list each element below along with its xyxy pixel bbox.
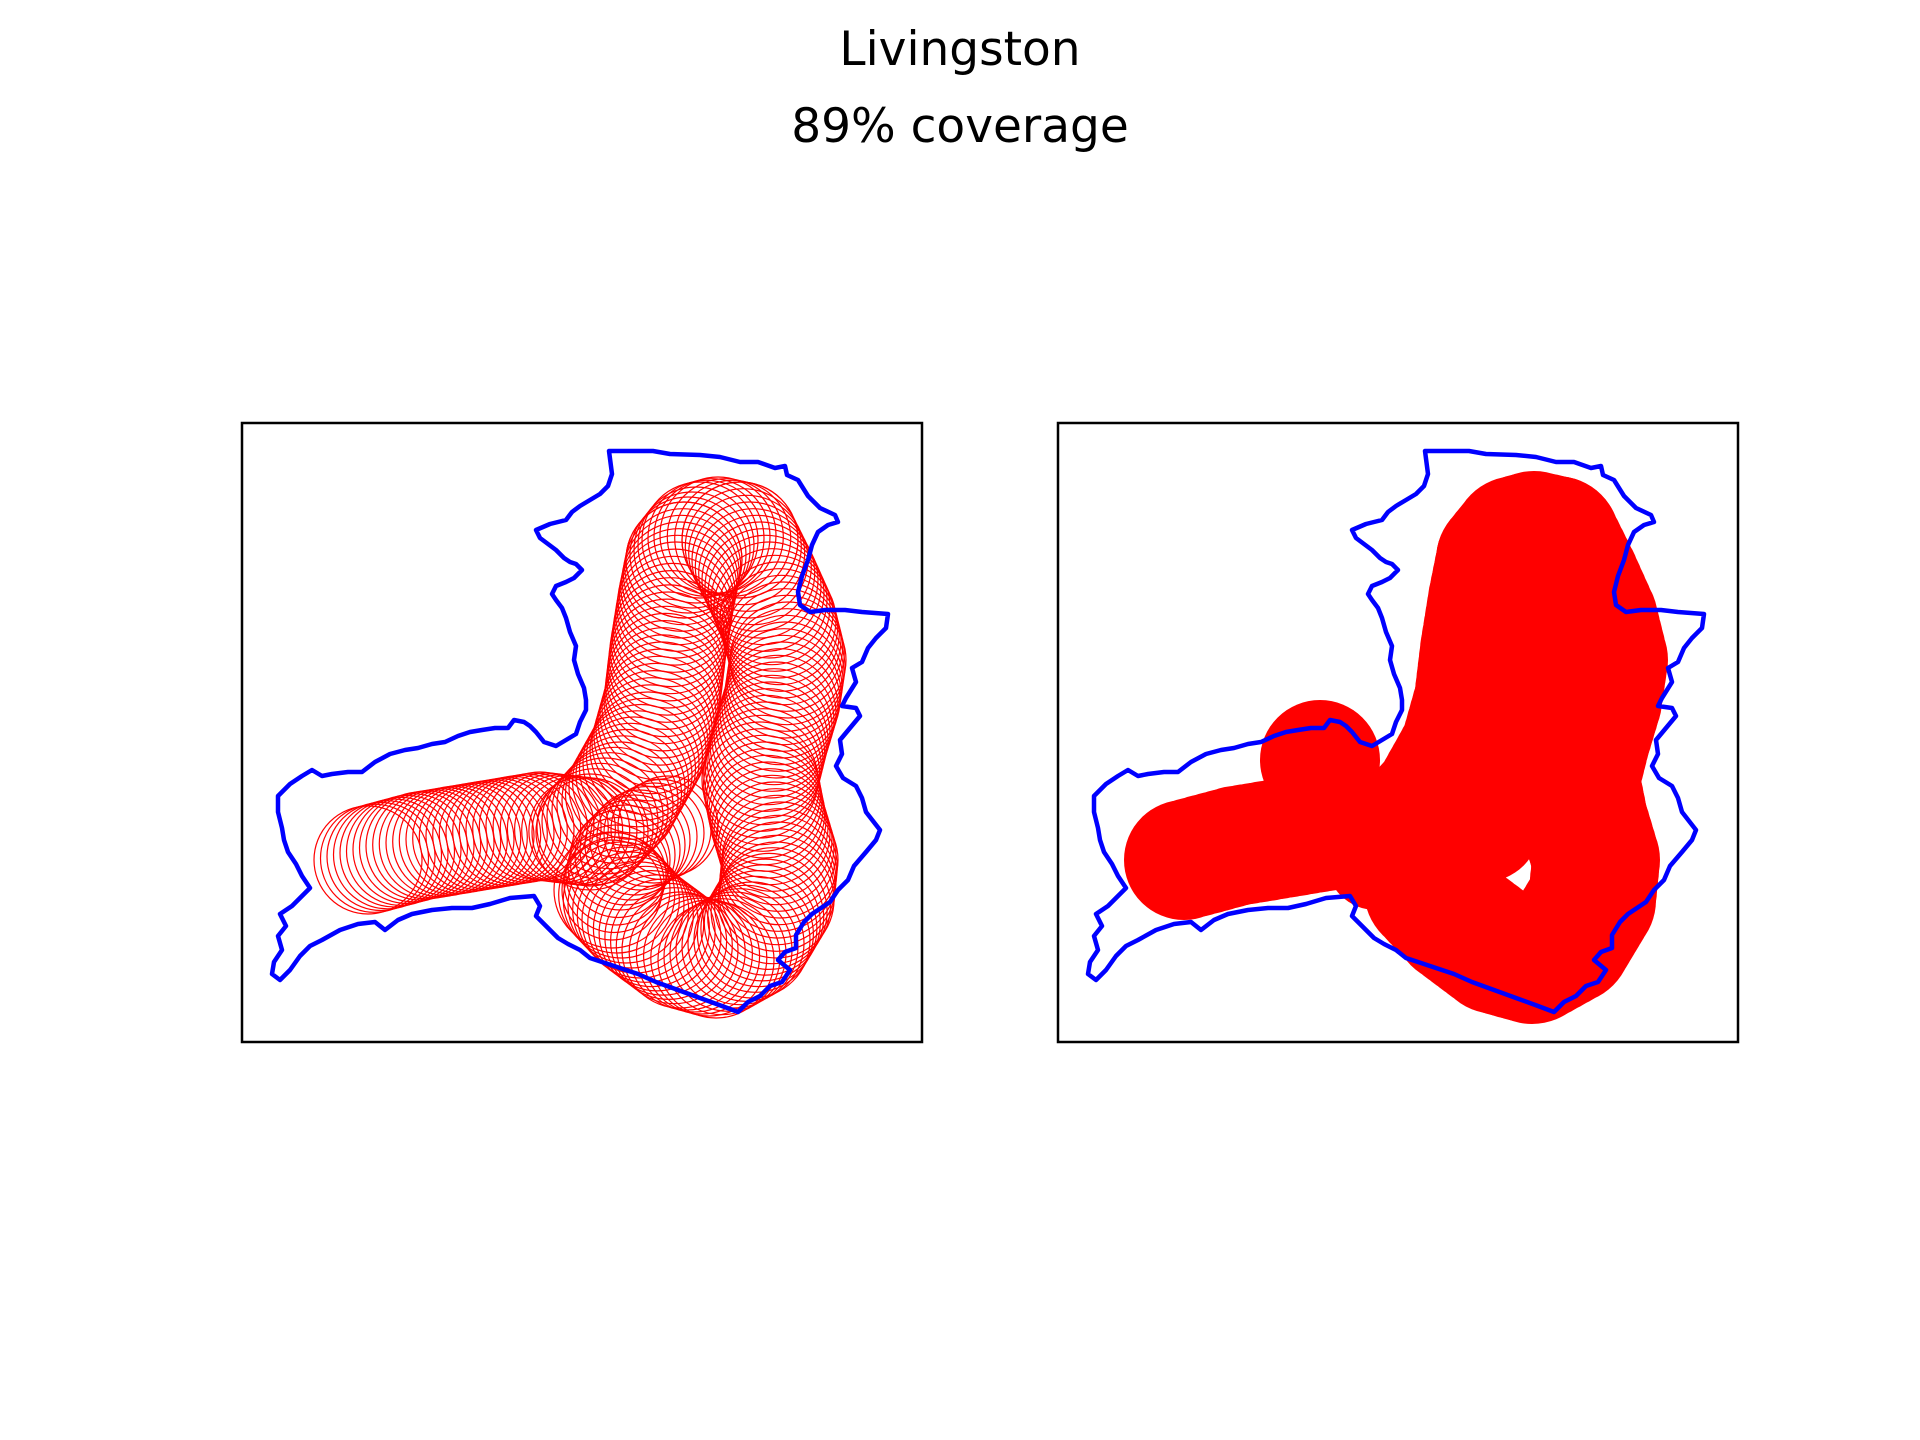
coverage-circle: [659, 476, 777, 594]
coverage-circle: [579, 799, 681, 901]
coverage-circle: [633, 491, 751, 609]
coverage-circles: [313, 476, 847, 1019]
coverage-circle: [565, 824, 667, 926]
coverage-circle: [642, 897, 761, 1015]
coverage-circle: [558, 836, 676, 954]
coverage-circle: [567, 846, 685, 964]
coverage-circle: [584, 794, 686, 896]
coverage-circle: [641, 481, 759, 599]
coverage-circle: [727, 594, 845, 712]
coverage-circle: [698, 514, 816, 632]
coverage-circle: [717, 661, 835, 779]
coverage-circle: [582, 703, 700, 822]
coverage-circle: [536, 768, 654, 886]
coverage-circle: [596, 785, 698, 888]
coverage-circle: [719, 654, 837, 772]
coverage-circle: [603, 782, 705, 884]
coverage-circle: [701, 521, 819, 639]
coverage-circle: [653, 478, 771, 596]
left-panel: [240, 421, 924, 1044]
coverage-circle: [574, 804, 676, 906]
coverage-circle: [617, 775, 719, 877]
coverage-circle: [551, 752, 669, 870]
coverage-circle: [556, 746, 674, 864]
livingston-boundary: [269, 448, 891, 1015]
coverage-fill-circle: [1396, 730, 1536, 870]
coverage-circle: [715, 668, 833, 786]
coverage-circle: [609, 882, 728, 1001]
coverage-circle: [635, 895, 754, 1013]
coverage-circle: [568, 728, 686, 847]
coverage-circle: [625, 501, 743, 619]
coverage-circle: [541, 762, 659, 880]
coverage-circle: [707, 858, 825, 976]
figure-title: Livingston: [839, 22, 1081, 77]
coverage-circle: [599, 655, 717, 773]
coverage-circle: [610, 778, 712, 881]
coverage-circle: [704, 708, 822, 826]
coverage-circle: [716, 554, 834, 672]
coverage-circle: [575, 716, 693, 834]
livingston-boundary: [1085, 448, 1707, 1015]
coverage-circle: [567, 816, 669, 919]
coverage-circle: [613, 562, 732, 681]
coverage-circle: [674, 479, 792, 597]
coverage-circle: [587, 865, 705, 983]
coverage-circle: [352, 794, 462, 905]
coverage-circle: [478, 772, 588, 882]
coverage-circle: [589, 789, 691, 891]
coverage-circle: [710, 541, 828, 659]
coverage-area: [1124, 471, 1668, 1024]
coverage-circle: [622, 514, 740, 632]
coverage-circle: [726, 588, 844, 706]
coverage-circle: [621, 891, 739, 1009]
coverage-circle: [581, 861, 699, 979]
coverage-fill-circle: [1326, 810, 1426, 910]
coverage-fill-circle: [1260, 700, 1380, 820]
coverage-circle: [706, 701, 824, 819]
figure-subtitle: 89% coverage: [791, 99, 1129, 154]
right-panel: [1056, 421, 1740, 1044]
